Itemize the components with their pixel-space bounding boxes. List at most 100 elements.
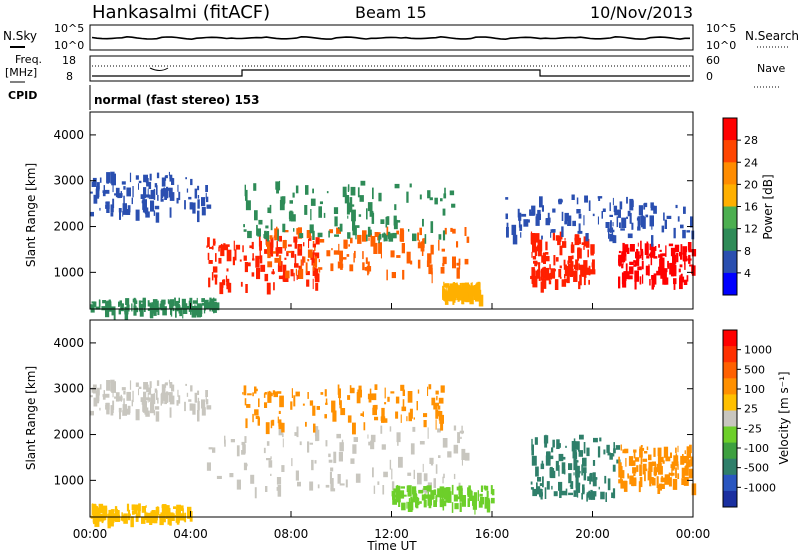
power-cell [613,205,618,212]
velocity-cell [104,393,110,398]
power-cell [624,244,629,253]
velocity-panel: 1000 2000 3000 4000 Slant Range [km] [24,319,697,529]
power-cell [675,204,678,209]
velocity-cell [442,502,444,508]
velocity-cell [422,463,424,472]
power-cell [243,224,245,228]
velocity-cell [271,419,275,426]
power-cell [342,186,347,198]
velocity-cell [183,516,186,522]
power-cell [169,300,174,309]
velocity-cell [270,473,272,476]
power-cell [259,240,262,251]
velocity-cell [355,473,361,483]
power-cell [627,233,633,239]
cpid-text: normal (fast stereo) 153 [94,93,260,107]
velocity-cell [160,393,162,406]
velocity-cell [684,450,686,454]
power-cell [351,209,356,222]
nave-tick-top: 60 [706,54,720,67]
velocity-cell [438,397,444,404]
velocity-cell [119,410,121,420]
velocity-cell [536,482,538,494]
power-cell [197,185,200,191]
velocity-cell [350,458,355,464]
power-cell [441,248,445,252]
power-cell [653,273,657,285]
power-cell [176,197,179,204]
power-cell [670,247,676,257]
power-cell [478,285,480,296]
power-cell [166,187,171,191]
power-cell [333,250,339,255]
power-cell [588,279,590,285]
power-cell [478,294,484,307]
power-cell [339,250,343,262]
power-cell [683,206,686,214]
power-cell [366,266,372,272]
power-cell [536,245,539,250]
velocity-cell [246,404,251,408]
velocity-cell [646,446,649,451]
power-cell [134,307,138,313]
power-cell [651,235,654,247]
power-cell [117,194,121,199]
velocity-cell [574,459,578,469]
power-cell [253,183,257,191]
velocity-cell [410,496,413,504]
velocity-cell [486,490,489,498]
power-cell [607,228,612,233]
power-cell [464,258,469,265]
velocity-cell [347,415,352,423]
velocity-cell [530,487,534,490]
power-cell [118,301,120,307]
power-colorbar-segment [723,250,737,274]
power-cell [333,207,339,214]
power-cell [110,212,114,217]
velocity-cell [572,450,577,459]
power-cell [625,271,630,280]
velocity-cell [427,386,429,396]
velocity-colorbar-tick: -500 [744,462,769,475]
power-cell [442,263,445,267]
power-cell [609,202,611,212]
power-cell [641,215,644,220]
power-cell [661,225,665,233]
power-cell [678,268,681,273]
velocity-cell [443,488,449,500]
power-cell [205,192,207,199]
velocity-cell [252,413,254,423]
velocity-cell [664,474,670,485]
power-cell [147,300,150,307]
time-axis-label: Time UT [366,539,417,553]
power-cell [221,246,225,250]
velocity-cell [402,389,405,396]
power-cell [121,181,126,185]
velocity-cell [242,392,244,395]
power-cell [637,242,639,247]
velocity-cell [389,459,392,470]
velocity-cell [110,411,114,416]
power-cell [334,234,339,237]
velocity-cell [649,477,652,487]
power-cell [149,194,151,200]
velocity-cell [453,444,459,454]
power-cell [305,271,310,276]
velocity-cell [544,487,547,499]
power-cell [531,275,533,284]
time-tick-label: 04:00 [173,527,208,541]
power-cell [279,235,282,242]
power-cell [467,292,471,302]
power-cell [308,235,312,241]
velocity-cell [145,516,148,520]
velocity-cell [110,379,115,392]
velocity-cell [278,422,283,430]
time-tick-label: 20:00 [575,527,610,541]
velocity-cell [556,464,559,470]
velocity-cell [458,487,463,496]
power-cell [577,248,582,259]
power-cell [399,234,404,242]
power-cell [651,275,656,280]
power-cell [511,224,517,235]
